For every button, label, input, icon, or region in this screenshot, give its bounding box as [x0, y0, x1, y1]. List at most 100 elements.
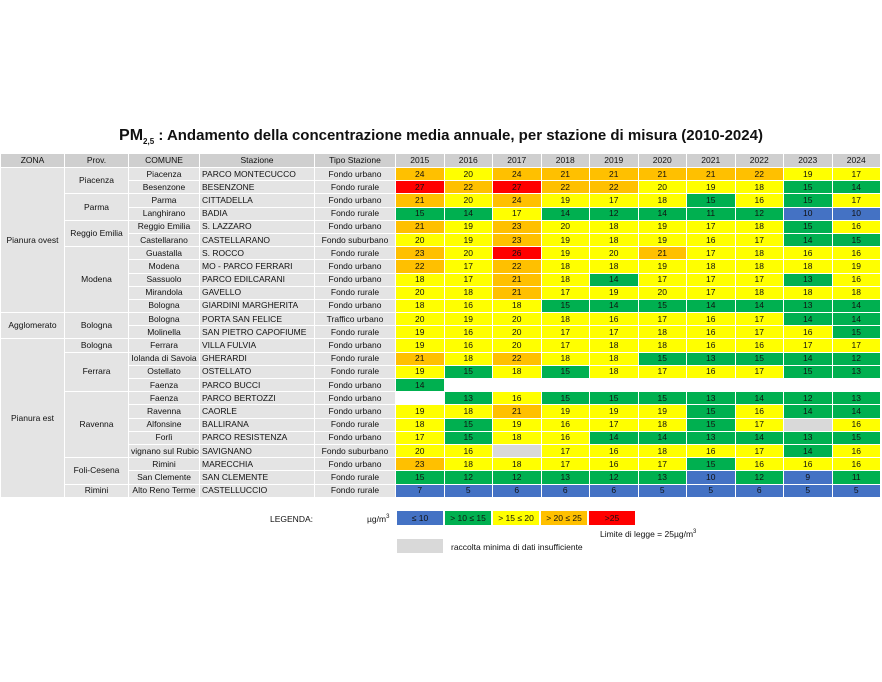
station-type-cell: Fondo urbano [314, 457, 396, 472]
value-cell: 19 [686, 180, 736, 195]
value-cell: 21 [395, 193, 445, 208]
value-cell [540, 377, 590, 393]
value-cell: 13 [637, 470, 687, 485]
legend-unit-text: µg/m [367, 514, 387, 524]
station-type-cell: Fondo rurale [314, 246, 396, 261]
province-cell: Modena [64, 246, 129, 314]
value-cell: 13 [686, 430, 736, 445]
value-cell: 20 [443, 166, 493, 182]
value-cell: 18 [637, 338, 687, 353]
value-cell: 14 [783, 404, 833, 419]
table-row: vignano sul Rubico SAVIGNANO Fondo suburba… [1, 443, 881, 459]
value-cell: 16 [831, 219, 881, 234]
value-cell: 21 [492, 272, 542, 287]
value-cell: 19 [540, 404, 590, 419]
table-row: Bologna GIARDINI MARGHERITA Fondo urbano 18… [1, 298, 881, 314]
station-cell: CASTELLUCCIO [199, 483, 315, 498]
value-cell: 14 [783, 443, 833, 459]
value-cell: 14 [637, 206, 687, 221]
zone-cell: Pianura est [0, 338, 65, 498]
station-cell: PARCO RESISTENZA [199, 430, 315, 445]
comune-cell: Bologna [128, 312, 200, 327]
legend-box-gray [397, 539, 443, 553]
station-cell: GIARDINI MARGHERITA [199, 298, 315, 314]
legend-limit-sup: 3 [693, 529, 697, 536]
value-cell: 17 [540, 285, 590, 300]
station-type-cell: Fondo rurale [314, 285, 396, 300]
legend-box-orange: > 20 ≤ 25 [541, 511, 587, 525]
station-type-cell: Fondo rurale [314, 180, 396, 195]
value-cell: 20 [395, 443, 445, 459]
value-cell: 19 [589, 404, 639, 419]
value-cell: 19 [637, 219, 687, 234]
value-cell: 7 [395, 483, 445, 498]
value-cell: 17 [686, 272, 736, 287]
table-row: Alfonsine BALLIRANA Fondo rurale 18 15 19 16 17… [1, 417, 881, 432]
value-cell: 19 [540, 232, 590, 248]
value-cell: 15 [540, 364, 590, 380]
value-cell: 16 [443, 325, 493, 340]
station-cell: VILLA FULVIA [199, 338, 315, 353]
station-cell: PARCO BERTOZZI [199, 391, 315, 406]
station-cell: S. ROCCO [199, 246, 315, 261]
value-cell: 14 [783, 232, 833, 248]
value-cell: 10 [783, 206, 833, 221]
value-cell: 12 [492, 470, 542, 485]
value-cell: 18 [637, 443, 687, 459]
value-cell: 14 [831, 180, 881, 195]
table-row: Ostellato OSTELLATO Fondo rurale 19 15 18 15 18… [1, 364, 881, 380]
comune-cell: Guastalla [128, 246, 200, 261]
value-cell: 14 [589, 430, 639, 445]
value-cell: 16 [734, 404, 784, 419]
station-cell: GAVELLO [199, 285, 315, 300]
value-cell: 15 [395, 206, 445, 221]
value-cell: 23 [492, 219, 542, 234]
value-cell: 19 [637, 404, 687, 419]
value-cell: 22 [443, 180, 493, 195]
header-year: 2019 [589, 153, 639, 168]
title-colon: : [154, 127, 167, 144]
value-cell: 20 [589, 246, 639, 261]
comune-cell: Ferrara [128, 338, 200, 353]
value-cell: 18 [589, 338, 639, 353]
value-cell: 12 [589, 470, 639, 485]
value-cell: 16 [589, 312, 639, 327]
station-cell: BALLIRANA [199, 417, 315, 432]
value-cell: 17 [734, 443, 784, 459]
province-cell: Ravenna [64, 391, 129, 459]
value-cell: 15 [831, 325, 881, 340]
station-type-cell: Fondo urbano [314, 166, 396, 182]
legend-limit-text: Limite di legge = 25µg/m [600, 529, 694, 539]
value-cell: 5 [686, 483, 736, 498]
province-cell: Ferrara [64, 351, 129, 393]
station-type-cell: Fondo urbano [314, 259, 396, 274]
value-cell: 14 [734, 391, 784, 406]
header-year: 2017 [492, 153, 542, 168]
value-cell: 18 [686, 259, 736, 274]
value-cell [783, 417, 833, 432]
value-cell: 16 [686, 443, 736, 459]
table-row: Sassuolo PARCO EDILCARANI Fondo urbano 18 17… [1, 272, 881, 287]
value-cell: 17 [734, 232, 784, 248]
value-cell: 16 [443, 298, 493, 314]
station-type-cell: Fondo rurale [314, 325, 396, 340]
value-cell: 18 [492, 364, 542, 380]
comune-cell: Mirandola [128, 285, 200, 300]
value-cell: 17 [637, 312, 687, 327]
value-cell: 18 [734, 259, 784, 274]
value-cell: 20 [492, 312, 542, 327]
value-cell: 22 [492, 351, 542, 366]
value-cell: 15 [637, 391, 687, 406]
value-cell: 16 [783, 325, 833, 340]
header-comune: COMUNE [128, 153, 200, 168]
title-text: Andamento della concentrazione media ann… [166, 127, 763, 144]
value-cell: 16 [831, 417, 881, 432]
value-cell: 12 [783, 391, 833, 406]
value-cell: 15 [686, 193, 736, 208]
province-cell: Bologna [64, 312, 129, 340]
value-cell: 20 [443, 193, 493, 208]
station-cell: SAN CLEMENTE [199, 470, 315, 485]
title-pm: PM [119, 127, 144, 144]
comune-cell: Ostellato [128, 364, 200, 380]
value-cell: 18 [395, 298, 445, 314]
